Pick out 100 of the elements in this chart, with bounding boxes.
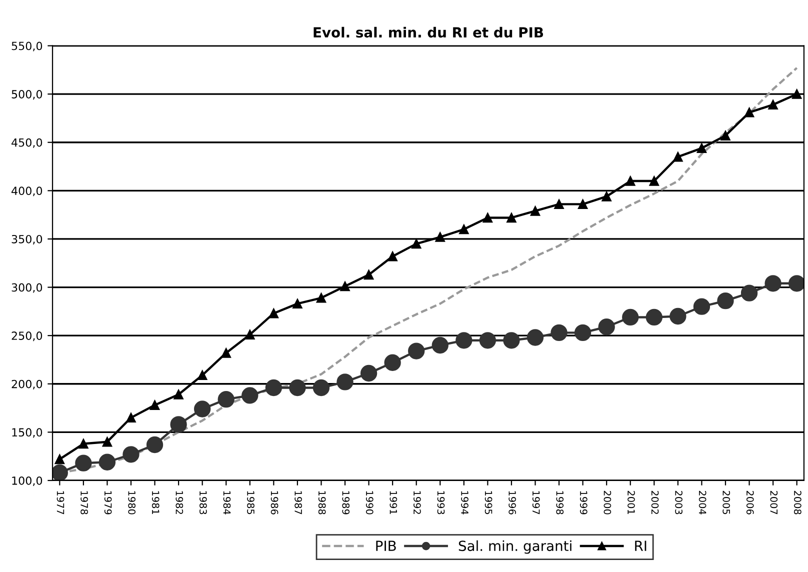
point (411, 238, 422, 249)
y-tick-label: 100,0 (12, 476, 42, 486)
point (768, 100, 778, 110)
point (75, 454, 92, 472)
legend-label: Sal. min. garanti (458, 540, 572, 554)
point (646, 308, 662, 326)
point (717, 292, 734, 310)
point (626, 176, 636, 186)
x-tick-label: 1977 (56, 491, 64, 514)
x-tick-label: 1981 (152, 491, 160, 514)
point (792, 89, 802, 99)
point (388, 251, 398, 262)
point (432, 336, 448, 354)
x-tick-label: 2004 (698, 490, 706, 514)
point (221, 348, 231, 358)
point (52, 464, 68, 480)
x-tick-label: 2002 (651, 490, 659, 514)
point (98, 454, 116, 470)
x-tick-label: 1992 (414, 491, 421, 514)
point (245, 330, 255, 340)
point (649, 176, 660, 186)
y-tick-label: 500,0 (12, 90, 42, 100)
x-tick-label: 2008 (794, 490, 802, 514)
point (265, 379, 282, 396)
point (720, 130, 730, 140)
point (150, 400, 160, 410)
y-tick-label: 250,0 (12, 332, 42, 342)
point (289, 379, 306, 396)
point (122, 446, 140, 463)
x-tick-label: 2000 (604, 490, 612, 514)
x-tick-label: 2005 (722, 490, 730, 514)
point (622, 308, 639, 326)
point (242, 387, 258, 404)
point (503, 332, 520, 349)
point (554, 199, 564, 210)
x-tick-label: 2007 (770, 490, 778, 514)
legend-label: PIB (376, 540, 396, 551)
point (336, 374, 354, 390)
x-tick-label: 1979 (104, 491, 112, 514)
y-tick-label: 550,0 (12, 42, 42, 52)
x-tick-label: 1994 (461, 491, 468, 514)
point (268, 308, 279, 318)
point (670, 308, 686, 325)
x-tick-label: 1983 (200, 491, 207, 514)
point (693, 298, 710, 315)
x-tick-label: 2006 (746, 490, 754, 514)
point (479, 332, 496, 349)
point (194, 400, 211, 418)
x-tick-label: 1995 (484, 491, 492, 514)
point (550, 324, 568, 342)
point (364, 270, 374, 280)
x-tick-label: 1988 (318, 491, 326, 514)
point (574, 324, 592, 342)
point (788, 275, 804, 292)
point (360, 364, 378, 382)
point (598, 318, 615, 336)
point (146, 436, 164, 454)
point (696, 143, 707, 154)
x-tick-label: 1998 (556, 491, 564, 514)
point (316, 293, 326, 303)
y-tick-label: 200,0 (12, 380, 42, 390)
x-tick-label: 1993 (437, 491, 445, 514)
point (292, 298, 302, 309)
x-tick-label: 1996 (508, 491, 516, 514)
point (526, 329, 544, 346)
point (78, 438, 88, 449)
point (170, 416, 187, 433)
point (54, 454, 65, 464)
point (482, 212, 493, 223)
point (435, 232, 445, 242)
point (126, 412, 136, 423)
x-tick-label: 1986 (270, 491, 278, 514)
point (673, 152, 683, 162)
point (384, 354, 401, 371)
point (764, 275, 782, 292)
x-tick-label: 1987 (294, 491, 302, 514)
point (740, 284, 758, 302)
y-tick-label: 150,0 (12, 428, 42, 438)
point (218, 391, 234, 408)
point (506, 212, 516, 223)
x-tick-label: 1997 (532, 491, 540, 514)
point (578, 199, 588, 210)
chart-title: Evol. sal. min. du RI et du PIB (314, 26, 544, 38)
point (174, 390, 184, 400)
y-tick-label: 350,0 (12, 234, 42, 244)
legend-label: RI (635, 540, 646, 551)
point (456, 332, 472, 349)
x-tick-label: 1978 (80, 491, 88, 514)
point (530, 206, 540, 216)
x-tick-label: 1980 (128, 491, 136, 514)
point (340, 281, 350, 292)
x-tick-label: 1989 (342, 491, 350, 514)
point (602, 192, 612, 202)
x-tick-label: 2003 (675, 490, 682, 514)
y-tick-label: 450,0 (12, 138, 42, 148)
point (408, 342, 425, 360)
y-tick-label: 400,0 (12, 186, 42, 196)
x-tick-label: 1985 (247, 491, 254, 514)
x-tick-label: 1991 (390, 491, 398, 514)
x-tick-label: 1990 (366, 491, 374, 514)
